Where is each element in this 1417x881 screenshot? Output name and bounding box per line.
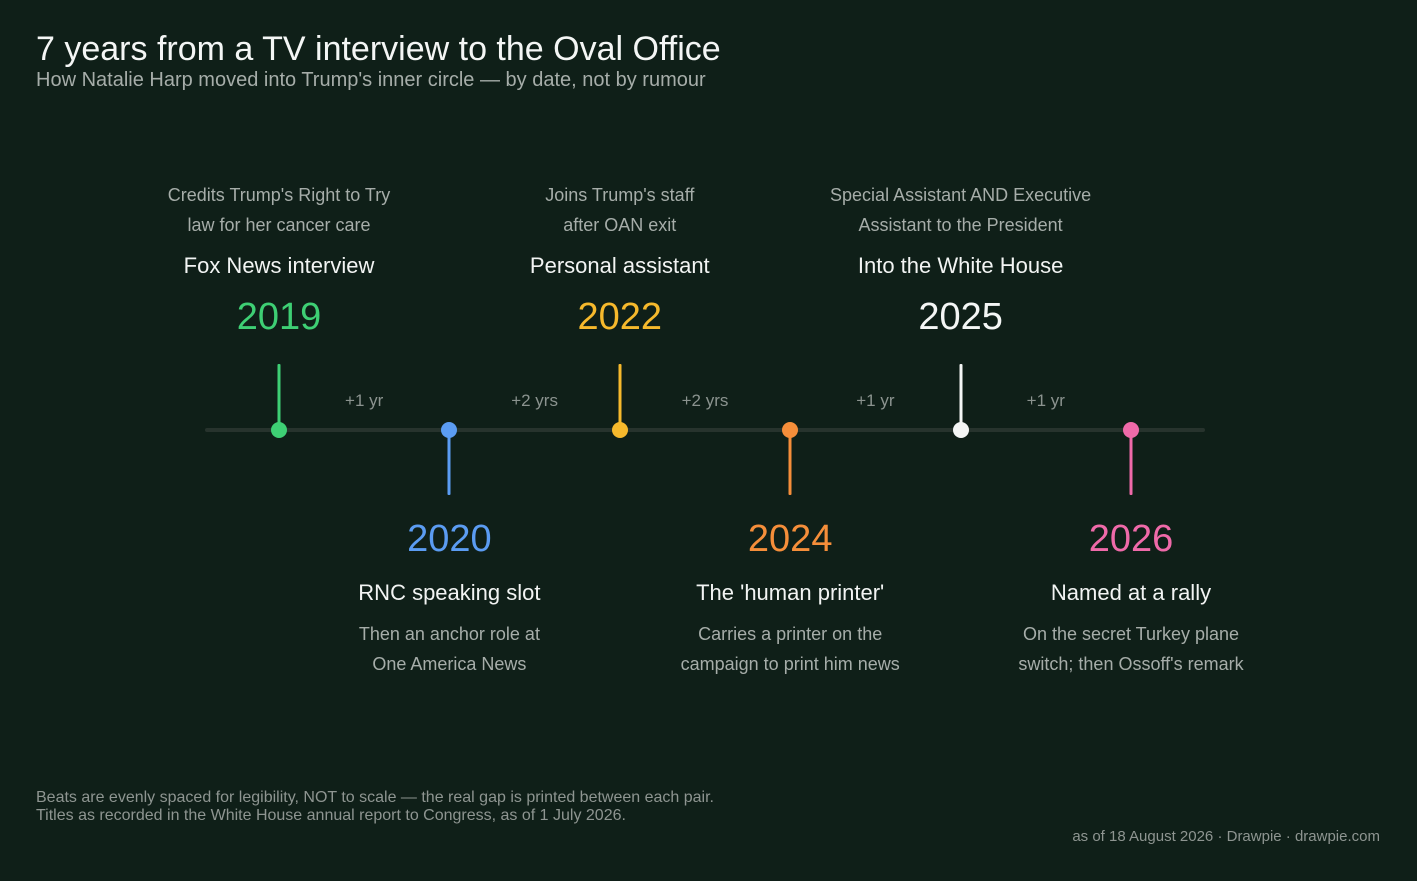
timeline-stem <box>447 430 451 495</box>
event-title: Into the White House <box>857 253 1064 278</box>
page-subtitle: How Natalie Harp moved into Trump's inne… <box>36 69 706 91</box>
event-description-line: Carries a printer on the <box>698 624 883 644</box>
event-description-line: Credits Trump's Right to Try <box>167 185 391 205</box>
timeline-dot <box>952 422 969 438</box>
footer-credit: as of 18 August 2026 · Drawpie · drawpie… <box>1072 828 1380 845</box>
event-title: RNC speaking slot <box>358 580 541 605</box>
gap-label: +2 yrs <box>681 391 729 410</box>
timeline-stem <box>959 364 963 430</box>
gap-label: +2 yrs <box>511 391 558 410</box>
event-title: Named at a rally <box>1050 580 1212 605</box>
event-year: 2022 <box>577 296 663 338</box>
event-description-line: Assistant to the President <box>858 215 1063 235</box>
event-description-line: One America News <box>372 654 527 674</box>
timeline-stem <box>618 364 622 430</box>
timeline-stem <box>788 430 792 495</box>
timeline-dot <box>611 422 628 438</box>
event-description: Special Assistant AND Executive Assistant… <box>830 180 1091 240</box>
event-description-line: Joins Trump's staff <box>545 185 695 205</box>
gap-label: +1 yr <box>1026 391 1065 410</box>
event-description-line: law for her cancer care <box>187 215 371 235</box>
timeline-dot <box>271 422 287 438</box>
page-title: 7 years from a TV interview to the Oval … <box>36 30 721 68</box>
event-description-line: campaign to print him news <box>680 654 900 674</box>
event-description: On the secret Turkey plane switch; then O… <box>1018 619 1243 679</box>
event-description-line: switch; then Ossoff's remark <box>1018 654 1244 674</box>
event-description: Joins Trump's staff after OAN exit <box>545 180 694 240</box>
timeline-stem <box>277 364 281 430</box>
event-description-line: after OAN exit <box>563 215 677 235</box>
event-description: Then an anchor role at One America News <box>359 619 540 679</box>
event-year: 2019 <box>236 296 322 338</box>
event-description: Carries a printer on the campaign to prin… <box>681 619 900 679</box>
event-year: 2026 <box>1088 518 1174 560</box>
event-title: The 'human printer' <box>696 580 885 605</box>
timeline-dot <box>782 422 799 438</box>
timeline-stem <box>1129 430 1133 495</box>
event-description: Credits Trump's Right to Try law for her … <box>168 180 391 240</box>
event-description-line: Special Assistant AND Executive <box>830 185 1092 205</box>
timeline-dot <box>441 422 458 438</box>
event-description-line: On the secret Turkey plane <box>1022 624 1240 644</box>
event-title: Personal assistant <box>529 253 710 278</box>
event-year: 2020 <box>407 518 492 560</box>
event-description-line: Then an anchor role at <box>358 624 540 644</box>
event-year: 2025 <box>918 296 1003 338</box>
gap-label: +1 yr <box>345 391 384 410</box>
event-year: 2024 <box>747 518 833 560</box>
event-title: Fox News interview <box>183 253 375 278</box>
gap-label: +1 yr <box>856 391 895 410</box>
timeline-dot <box>1123 422 1139 438</box>
timeline-axis <box>205 428 1205 432</box>
footer-note-2: Titles as recorded in the White House an… <box>36 807 626 824</box>
footer-note-1: Beats are evenly spaced for legibility, … <box>36 789 714 806</box>
